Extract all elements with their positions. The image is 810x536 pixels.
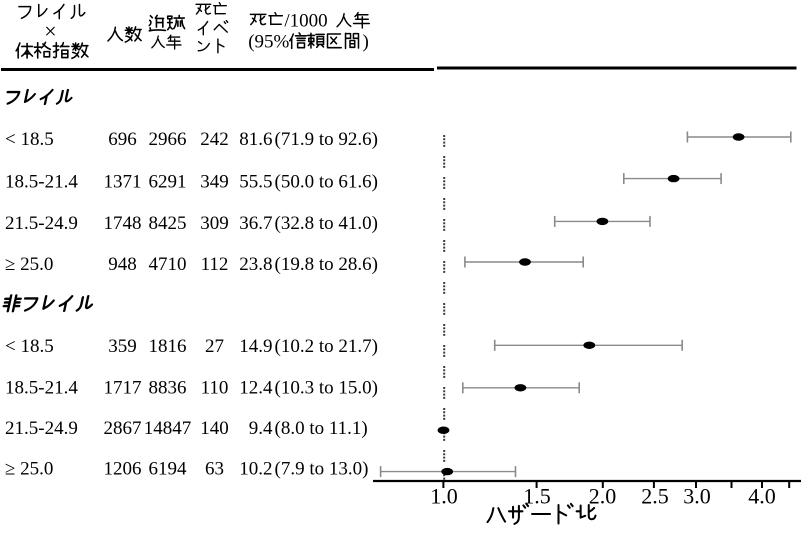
svg-text:2.0: 2.0 bbox=[589, 484, 617, 509]
svg-text:242: 242 bbox=[200, 129, 229, 150]
svg-text:12.4: 12.4 bbox=[239, 377, 273, 398]
svg-text:(19.8 to 28.6): (19.8 to 28.6) bbox=[275, 254, 378, 275]
svg-text:< 18.5: < 18.5 bbox=[5, 129, 54, 150]
svg-text:8425: 8425 bbox=[149, 213, 187, 234]
svg-text:14.9: 14.9 bbox=[239, 336, 272, 357]
svg-text:): ) bbox=[363, 32, 369, 53]
svg-text:2.5: 2.5 bbox=[641, 484, 669, 509]
svg-text:140: 140 bbox=[200, 418, 229, 439]
svg-text:21.5-24.9: 21.5-24.9 bbox=[5, 213, 78, 234]
svg-text:359: 359 bbox=[108, 336, 137, 357]
svg-text:≥ 25.0: ≥ 25.0 bbox=[5, 459, 53, 480]
svg-text:1816: 1816 bbox=[149, 336, 187, 357]
svg-text:8836: 8836 bbox=[149, 377, 187, 398]
svg-text:948: 948 bbox=[108, 254, 137, 275]
svg-text:81.6: 81.6 bbox=[239, 129, 272, 150]
svg-text:2966: 2966 bbox=[149, 129, 187, 150]
svg-text:23.8: 23.8 bbox=[239, 254, 272, 275]
svg-text:(32.8 to 41.0): (32.8 to 41.0) bbox=[275, 213, 378, 234]
svg-text:/1000: /1000 bbox=[284, 11, 327, 32]
svg-text:18.5-21.4: 18.5-21.4 bbox=[5, 377, 78, 398]
svg-text:(71.9 to 92.6): (71.9 to 92.6) bbox=[275, 129, 378, 150]
svg-text:×: × bbox=[44, 19, 56, 44]
svg-text:< 18.5: < 18.5 bbox=[5, 336, 54, 357]
svg-text:110: 110 bbox=[201, 377, 229, 398]
svg-text:≥ 25.0: ≥ 25.0 bbox=[5, 254, 53, 275]
svg-text:3.0: 3.0 bbox=[683, 484, 711, 509]
svg-text:1717: 1717 bbox=[104, 377, 142, 398]
svg-text:(7.9 to 13.0): (7.9 to 13.0) bbox=[275, 459, 369, 480]
svg-text:55.5: 55.5 bbox=[239, 171, 272, 192]
svg-text:309: 309 bbox=[200, 213, 229, 234]
svg-text:6194: 6194 bbox=[149, 459, 188, 480]
svg-text:21.5-24.9: 21.5-24.9 bbox=[5, 418, 78, 439]
svg-text:(95%: (95% bbox=[248, 32, 289, 53]
svg-text:14847: 14847 bbox=[144, 418, 192, 439]
svg-text:1.0: 1.0 bbox=[430, 484, 458, 509]
svg-text:(10.2 to 21.7): (10.2 to 21.7) bbox=[275, 336, 378, 357]
svg-text:9.4: 9.4 bbox=[249, 418, 273, 439]
svg-text:18.5-21.4: 18.5-21.4 bbox=[5, 171, 78, 192]
svg-text:27: 27 bbox=[205, 336, 224, 357]
svg-text:1748: 1748 bbox=[104, 213, 142, 234]
svg-text:(50.0 to 61.6): (50.0 to 61.6) bbox=[275, 171, 378, 192]
svg-text:112: 112 bbox=[201, 254, 229, 275]
svg-text:10.2: 10.2 bbox=[239, 459, 272, 480]
svg-text:1371: 1371 bbox=[104, 171, 142, 192]
svg-text:36.7: 36.7 bbox=[239, 213, 272, 234]
svg-text:349: 349 bbox=[200, 171, 229, 192]
svg-text:1206: 1206 bbox=[104, 459, 142, 480]
svg-text:2867: 2867 bbox=[104, 418, 142, 439]
svg-text:(8.0 to 11.1): (8.0 to 11.1) bbox=[275, 418, 368, 439]
svg-text:4.0: 4.0 bbox=[748, 484, 776, 509]
svg-text:696: 696 bbox=[108, 129, 137, 150]
svg-text:4710: 4710 bbox=[149, 254, 187, 275]
svg-text:6291: 6291 bbox=[149, 171, 187, 192]
svg-text:63: 63 bbox=[205, 459, 224, 480]
svg-text:(10.3 to 15.0): (10.3 to 15.0) bbox=[275, 377, 378, 398]
